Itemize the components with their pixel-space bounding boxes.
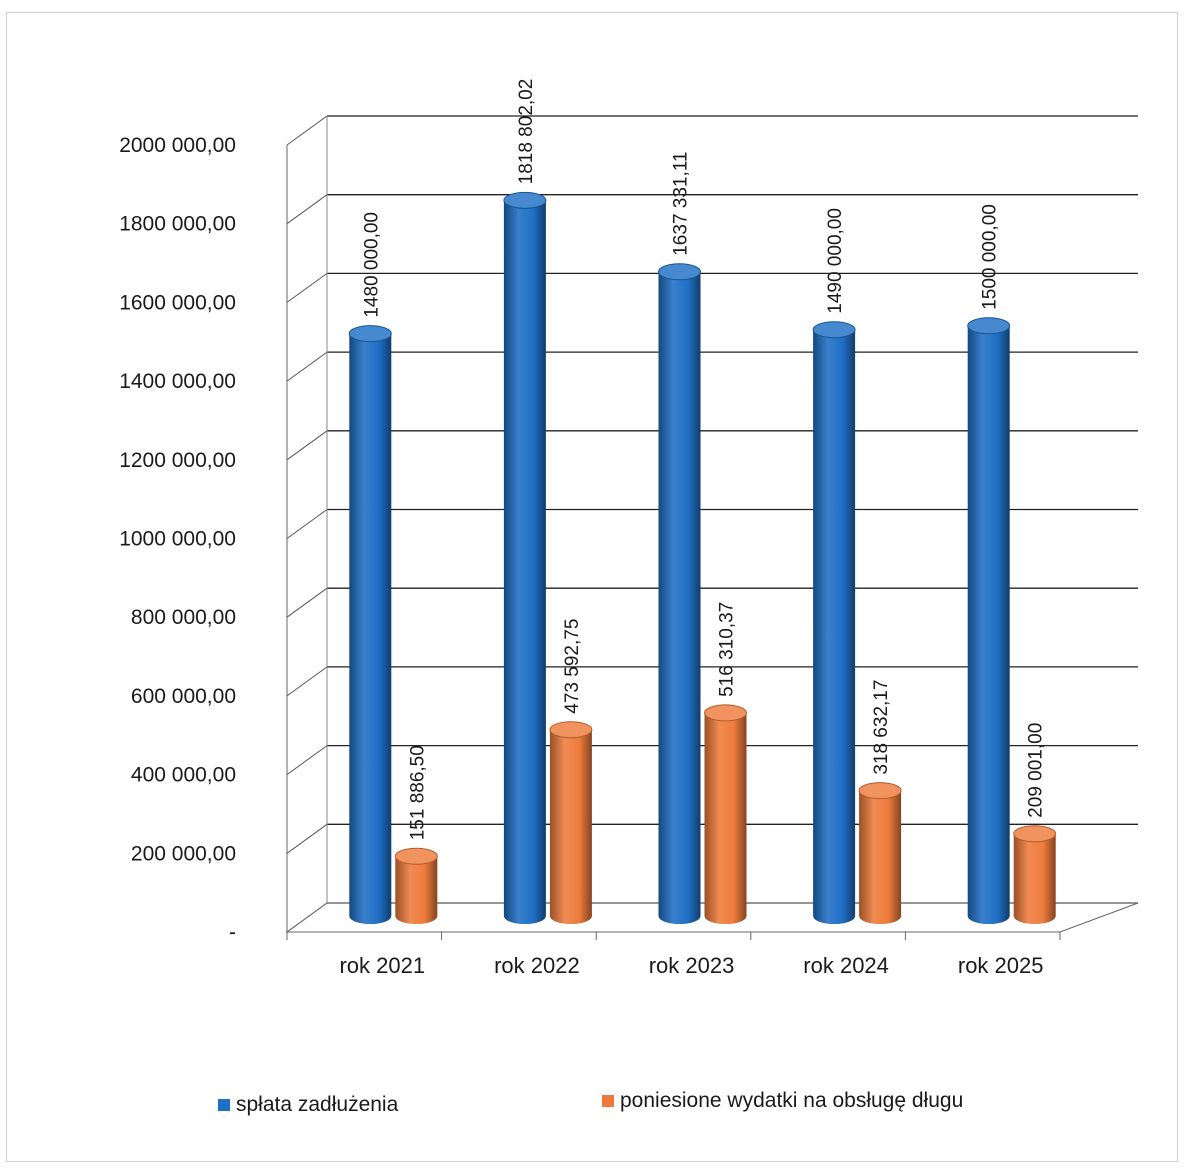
cylinder-top: [394, 847, 438, 865]
cylinder-body: [549, 729, 592, 925]
cylinder-top: [812, 321, 856, 339]
data-labels: 1480 000,00 151 886,50 1818 802,02 473 592,…: [361, 79, 1046, 841]
legend-label: spłata zadłużenia: [236, 1093, 399, 1116]
gridline-diagonal: [286, 509, 328, 539]
axes: - 200 000,00 400 000,00 600 000,00 800 000,0…: [119, 116, 1139, 978]
bar-splata: [967, 317, 1011, 925]
bar-wydatki: [704, 704, 747, 925]
bar-splata: [812, 321, 856, 925]
cylinder-body: [1013, 833, 1056, 925]
legend-label: poniesione wydatki na obsługę długu: [620, 1089, 963, 1112]
x-tick-label: rok 2022: [494, 953, 580, 978]
data-label: 1818 802,02: [516, 79, 537, 185]
cylinder-body: [813, 329, 856, 925]
y-tick-label: 1000 000,00: [119, 528, 236, 551]
cylinder-top: [858, 782, 902, 800]
x-tick-label: rok 2023: [649, 953, 735, 978]
bar-wydatki: [1013, 825, 1057, 925]
gridline-diagonal: [286, 823, 328, 854]
cylinder-top: [704, 704, 747, 722]
data-label: 516 310,37: [717, 602, 738, 697]
cylinder-top: [1013, 825, 1057, 843]
chart-frame: [6, 12, 1178, 1162]
gridline-diagonal: [286, 115, 328, 146]
legend-swatch: [602, 1095, 614, 1107]
cylinder-top: [967, 317, 1011, 335]
y-tick-label: 1600 000,00: [119, 291, 236, 314]
data-label: 1480 000,00: [361, 212, 382, 318]
gridline-diagonal: [286, 745, 328, 776]
y-tick-label: 1200 000,00: [119, 449, 236, 472]
y-tick-label: 800 000,00: [131, 606, 236, 629]
y-tick-label: 400 000,00: [131, 764, 236, 787]
cylinder-top: [503, 191, 547, 209]
data-label: 473 592,75: [562, 619, 583, 714]
gridline-diagonal: [286, 587, 328, 618]
cylinder-body: [967, 325, 1010, 925]
data-label: 318 632,17: [871, 680, 892, 775]
legend: spłata zadłużenia poniesione wydatki na o…: [218, 1089, 963, 1116]
y-tick-label: -: [229, 921, 236, 944]
legend-swatch: [218, 1099, 230, 1111]
bars: [348, 191, 1057, 925]
cylinder-top: [348, 325, 392, 343]
y-tick-label: 2000 000,00: [119, 134, 236, 157]
bar-splata: [348, 325, 392, 925]
bar-wydatki: [549, 721, 593, 925]
cylinder-body: [503, 200, 546, 925]
y-tick-label: 1400 000,00: [119, 370, 236, 393]
cylinder-top: [549, 721, 593, 739]
data-label: 209 001,00: [1026, 723, 1047, 818]
x-tick-label: rok 2021: [339, 953, 425, 978]
gridline-diagonal: [286, 430, 328, 461]
bar-splata: [503, 191, 547, 925]
gridline-diagonal: [286, 194, 328, 225]
cylinder-body: [859, 790, 902, 925]
gridline-diagonal: [286, 666, 328, 697]
x-tick-label: rok 2025: [958, 953, 1044, 978]
y-tick-label: 200 000,00: [131, 842, 236, 865]
data-label: 1637 331,11: [671, 152, 692, 256]
bar-wydatki: [394, 847, 438, 925]
bar-splata: [658, 263, 701, 925]
data-label: 151 886,50: [407, 745, 428, 840]
gridline-diagonal: [286, 351, 328, 382]
gridline-diagonal: [286, 272, 328, 303]
cylinder-body: [395, 856, 438, 925]
chart-floor: [285, 902, 1139, 933]
y-tick-label: 1800 000,00: [119, 213, 236, 236]
cylinder-body: [349, 333, 392, 925]
cylinder-top: [658, 263, 701, 281]
x-tick-label: rok 2024: [803, 953, 889, 978]
bar-wydatki: [858, 782, 902, 925]
cylinder-body: [704, 712, 747, 925]
data-label: 1490 000,00: [825, 208, 846, 314]
y-tick-label: 600 000,00: [131, 685, 236, 708]
data-label: 1500 000,00: [980, 204, 1001, 310]
cylinder-body: [658, 271, 701, 925]
